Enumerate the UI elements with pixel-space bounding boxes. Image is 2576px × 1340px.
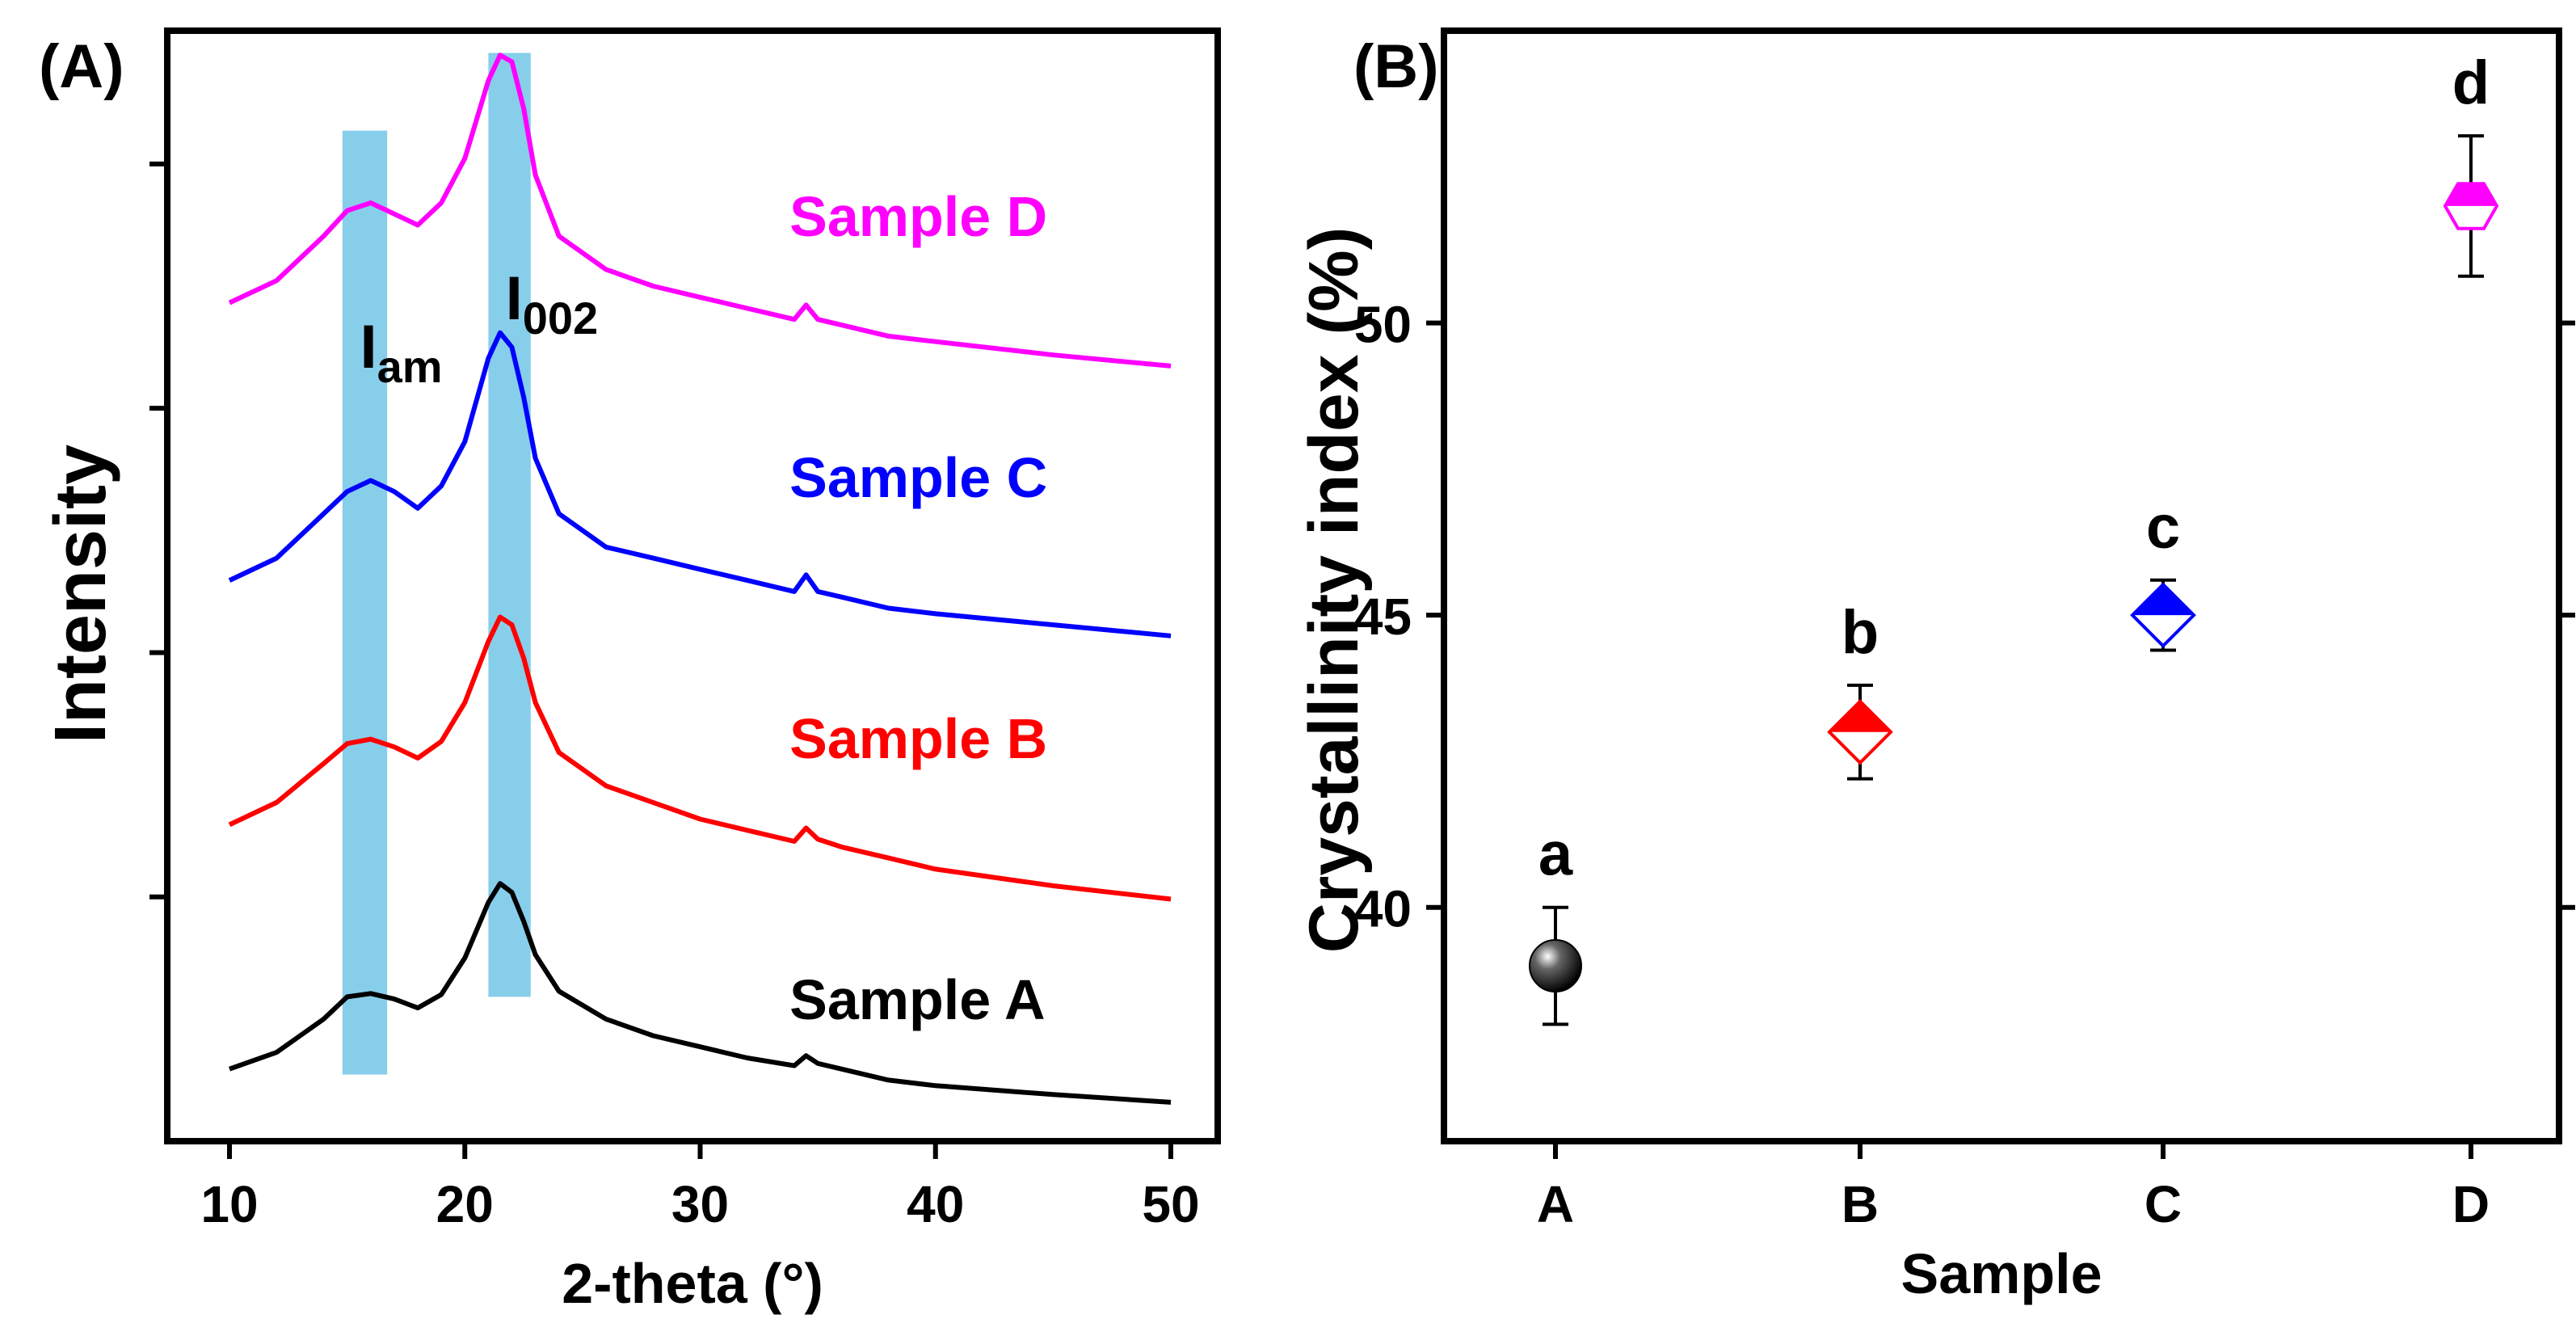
panel-a-ticks: 10 20 30 40 50 xyxy=(149,161,1200,1233)
x-tick-label-50: 50 xyxy=(1142,1175,1199,1233)
point-sample-a: a xyxy=(1529,820,1582,1026)
line-sample-c xyxy=(228,330,1172,638)
diamond-marker-outline xyxy=(1827,698,1893,765)
significance-letter-a: a xyxy=(1538,820,1573,889)
point-sample-b: b xyxy=(1827,598,1893,781)
significance-letter-b: b xyxy=(1842,598,1879,667)
peak-label-002-subscript: 002 xyxy=(523,293,598,343)
hexagon-marker-outline xyxy=(2443,182,2499,230)
panel-b-xlabel: Sample xyxy=(1901,1242,2102,1305)
x-tick-label-a: A xyxy=(1537,1175,1574,1233)
x-tick-label-10: 10 xyxy=(200,1175,258,1233)
diamond-marker-outline xyxy=(2130,582,2196,648)
band-am xyxy=(342,130,388,1075)
series-labels: Sample A Sample B Sample C Sample D xyxy=(789,185,1047,1031)
sphere-marker xyxy=(1529,939,1582,993)
x-tick-label-c: C xyxy=(2145,1175,2182,1233)
point-sample-c: c xyxy=(2130,493,2196,652)
x-tick-label-30: 30 xyxy=(671,1175,729,1233)
y-tick-label-40: 40 xyxy=(1354,880,1412,938)
line-sample-a xyxy=(229,881,1172,1105)
significance-letter-c: c xyxy=(2146,493,2180,562)
x-tick-label-20: 20 xyxy=(436,1175,494,1233)
label-sample-a: Sample A xyxy=(789,968,1045,1031)
peak-label-002: I002 xyxy=(506,264,599,343)
line-sample-d xyxy=(228,53,1172,369)
label-sample-c: Sample C xyxy=(789,446,1047,509)
panel-b-label: (B) xyxy=(1353,32,1439,101)
panel-a-frame xyxy=(164,27,1221,1144)
diamond-marker-top xyxy=(1829,701,1891,732)
significance-letter-d: d xyxy=(2452,48,2490,117)
highlight-bands xyxy=(342,53,531,1075)
y-tick-label-45: 45 xyxy=(1354,588,1412,646)
band-002 xyxy=(488,53,531,997)
panel-a-label: (A) xyxy=(39,32,124,101)
x-tick-label-40: 40 xyxy=(907,1175,964,1233)
panel-b-ylabel: Crystallinity index (%) xyxy=(1295,227,1373,953)
panel-b: (B) 40 45 50 A B C D a b c d Sample Crystallinity… xyxy=(1295,27,2575,1305)
panel-a: (A) Sample A Sample B Sample C Sample D Iam… xyxy=(39,27,1221,1315)
x-tick-label-d: D xyxy=(2452,1175,2490,1233)
line-sample-b xyxy=(228,614,1172,902)
scatter-points: a b c d xyxy=(1529,48,2499,1026)
y-tick-label-50: 50 xyxy=(1354,296,1412,354)
panel-b-frame xyxy=(1441,27,2562,1144)
peak-label-am-subscript: am xyxy=(377,341,443,392)
diamond-marker-top xyxy=(2132,584,2194,616)
panel-b-ticks: 40 45 50 A B C D xyxy=(1354,296,2575,1233)
point-sample-d: d xyxy=(2443,48,2499,278)
x-tick-label-b: B xyxy=(1842,1175,1879,1233)
peak-labels: Iam I002 xyxy=(360,264,598,392)
label-sample-b: Sample B xyxy=(789,707,1047,770)
peak-label-am: Iam xyxy=(360,313,442,392)
label-sample-d: Sample D xyxy=(789,185,1047,248)
hexagon-marker-top xyxy=(2445,183,2497,206)
panel-a-xlabel: 2-theta (°) xyxy=(562,1252,823,1315)
panel-a-ylabel: Intensity xyxy=(40,445,121,744)
xrd-lines xyxy=(228,53,1172,1105)
